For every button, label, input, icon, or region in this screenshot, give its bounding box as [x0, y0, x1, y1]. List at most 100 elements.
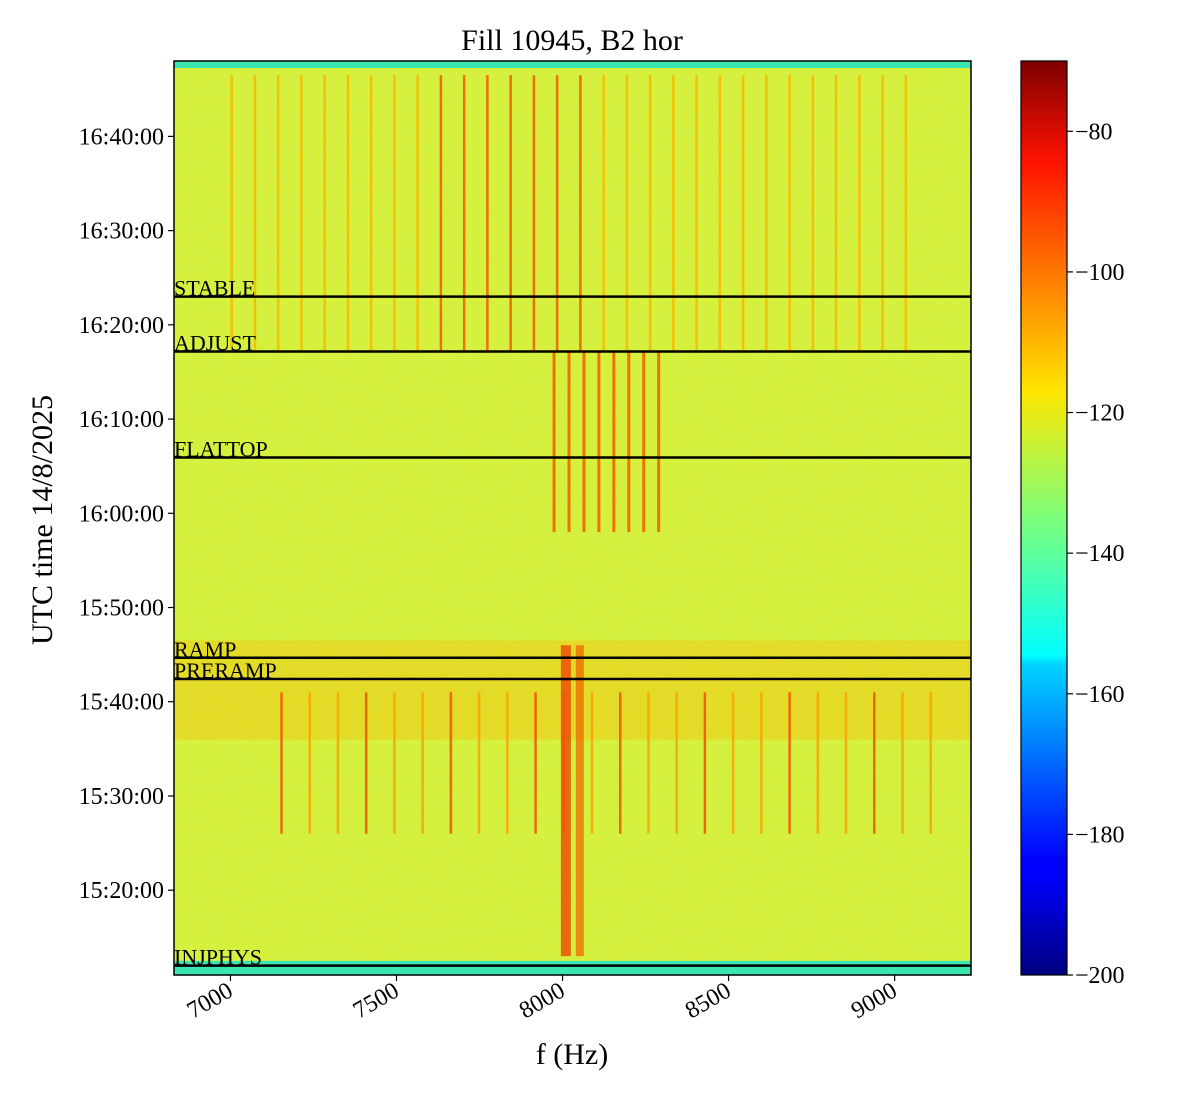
phase-marker-label: STABLE — [174, 276, 255, 301]
spectral-line — [532, 75, 536, 352]
edge-band-top — [174, 61, 971, 68]
spectral-line — [308, 692, 311, 834]
colorbar-tick-label: −160 — [1075, 682, 1125, 708]
colorbar-tick-label: −100 — [1075, 260, 1125, 286]
phase-marker-label: FLATTOP — [174, 437, 268, 462]
x-axis-label: f (Hz) — [536, 1038, 608, 1071]
spectral-line — [439, 75, 443, 352]
y-tick-label: 16:30:00 — [79, 219, 164, 245]
y-tick-label: 16:20:00 — [79, 313, 164, 339]
y-tick-label: 15:30:00 — [79, 784, 164, 810]
phase-marker-label: PRERAMP — [174, 658, 277, 683]
spectral-line — [416, 75, 419, 352]
spectral-line — [731, 692, 735, 834]
colorbar-tick-label: −180 — [1075, 822, 1125, 848]
spectral-line — [421, 692, 424, 834]
spectral-line — [253, 75, 257, 352]
chart-title: Fill 10945, B2 hor — [461, 24, 683, 57]
y-tick-label: 16:00:00 — [79, 501, 164, 527]
spectral-line — [567, 351, 571, 533]
spectral-line — [393, 692, 396, 834]
spectral-line — [881, 75, 884, 352]
spectral-line — [336, 692, 340, 834]
spectral-line — [929, 692, 932, 834]
spectral-line — [393, 75, 396, 352]
spectral-line — [590, 692, 594, 834]
spectral-line — [657, 351, 661, 533]
spectral-line — [449, 692, 453, 834]
spectral-line — [760, 692, 763, 834]
spectral-line — [579, 75, 582, 352]
x-tick-label: 7000 — [183, 978, 238, 1025]
spectral-line — [695, 75, 698, 352]
spectral-line — [816, 692, 820, 834]
spectral-line — [552, 351, 556, 533]
y-tick-label: 16:40:00 — [79, 124, 164, 150]
spectral-line — [612, 351, 616, 533]
spectral-line — [788, 75, 791, 352]
spectral-line — [625, 75, 629, 352]
spectral-line — [904, 75, 908, 352]
colorbar: −80 −100 −120 −140 −160 −180 −200 — [1020, 60, 1125, 989]
x-tick-label: 8000 — [515, 978, 570, 1025]
spectral-line — [346, 75, 350, 352]
spectral-line — [560, 645, 571, 957]
spectral-line — [788, 692, 791, 834]
colorbar-frame — [1020, 60, 1068, 976]
x-tick-label: 7500 — [349, 978, 404, 1025]
spectral-line — [858, 75, 861, 352]
phase-marker-label: ADJUST — [174, 331, 256, 356]
spectral-line — [647, 692, 650, 834]
spectral-line — [675, 692, 678, 834]
spectral-line — [506, 692, 509, 834]
spectral-line — [276, 75, 280, 352]
spectral-line — [462, 75, 466, 352]
colorbar-gradient — [1021, 61, 1067, 975]
spectral-line — [602, 75, 605, 352]
spectral-line — [323, 75, 326, 352]
spectral-line — [811, 75, 815, 352]
spectral-line — [534, 692, 537, 834]
colorbar-tick-label: −140 — [1075, 541, 1125, 567]
spectral-line — [575, 645, 584, 957]
spectral-line — [555, 75, 559, 352]
colorbar-tick-label: −80 — [1075, 119, 1113, 145]
y-axis-label: UTC time 14/8/2025 — [26, 395, 59, 645]
spectral-line — [597, 351, 601, 533]
spectral-line — [672, 75, 675, 352]
x-tick-label: 9000 — [847, 978, 902, 1025]
spectral-line — [642, 351, 646, 533]
spectral-line — [618, 692, 622, 834]
colorbar-tick-label: −120 — [1075, 401, 1125, 427]
spectral-line — [509, 75, 512, 352]
spectral-line — [718, 75, 722, 352]
spectral-line — [834, 75, 838, 352]
heatmap-image — [174, 61, 971, 975]
spectral-line — [477, 692, 481, 834]
y-tick-label: 15:40:00 — [79, 690, 164, 716]
spectral-line — [364, 692, 368, 834]
spectral-line — [765, 75, 768, 352]
spectral-line — [648, 75, 652, 352]
spectral-line — [300, 75, 303, 352]
y-tick-label: 15:50:00 — [79, 596, 164, 622]
spectral-line — [901, 692, 904, 834]
colorbar-tick-label: −200 — [1075, 963, 1125, 989]
spectral-line — [280, 692, 283, 834]
spectral-line — [230, 75, 233, 352]
spectral-line — [369, 75, 373, 352]
spectral-line — [582, 351, 586, 533]
x-tick-label: 8500 — [681, 978, 736, 1025]
spectral-line — [873, 692, 876, 834]
spectral-line — [703, 692, 707, 834]
phase-marker-label: INJPHYS — [174, 945, 262, 970]
spectral-line — [486, 75, 489, 352]
spectral-line — [627, 351, 631, 533]
spectral-line — [741, 75, 745, 352]
y-tick-label: 15:20:00 — [79, 878, 164, 904]
broadband-band — [174, 640, 971, 740]
edge-band-bottom — [174, 960, 971, 975]
y-tick-label: 16:10:00 — [79, 407, 164, 433]
